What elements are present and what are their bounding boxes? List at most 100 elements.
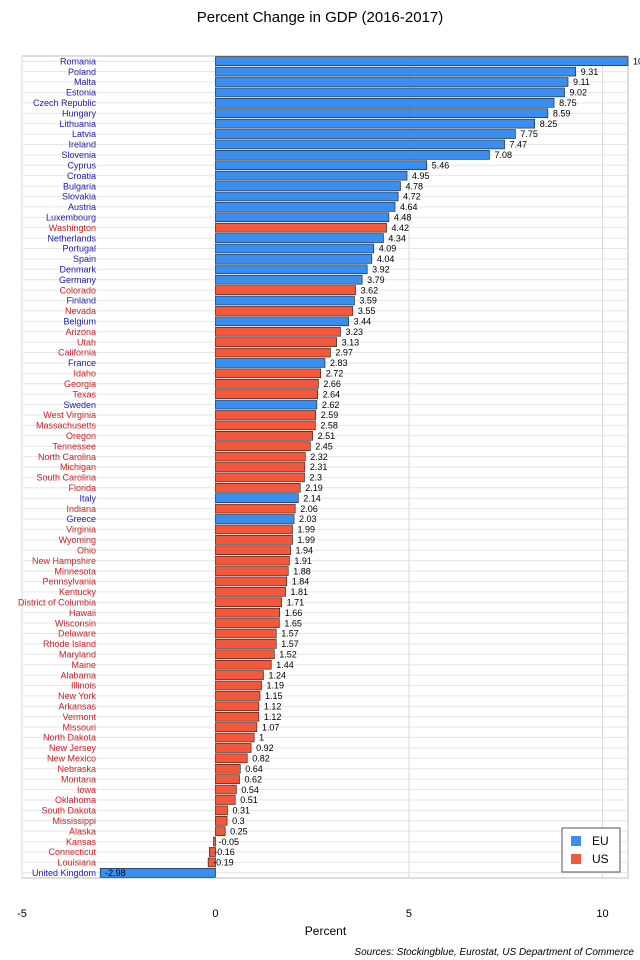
bar-united-kingdom: [99, 868, 216, 878]
bar-rhode-island: [215, 639, 277, 649]
value-label: 1.12: [264, 702, 282, 712]
value-label: 0.25: [230, 826, 248, 836]
value-label: 3.59: [359, 296, 377, 306]
category-label: Spain: [73, 254, 96, 264]
category-label: New Hampshire: [32, 556, 96, 566]
bar-ireland: [215, 139, 505, 150]
bar-slovenia: [215, 150, 490, 160]
category-label: Massachusetts: [36, 421, 97, 431]
category-label: District of Columbia: [18, 597, 96, 607]
bar-new-york: [215, 691, 261, 701]
bar-texas: [215, 389, 318, 399]
value-label: 2.3: [309, 473, 322, 483]
category-label: Idaho: [73, 369, 96, 379]
category-label: France: [68, 358, 96, 368]
value-label: 1: [259, 733, 264, 743]
bar-connecticut: [208, 847, 216, 857]
bar-finland: [215, 295, 355, 306]
value-label: 3.79: [367, 275, 385, 285]
bar-utah: [215, 337, 337, 347]
x-tick-label: 0: [212, 908, 218, 920]
category-label: Illinois: [71, 681, 97, 691]
category-label: Netherlands: [47, 233, 96, 243]
value-label: 2.62: [322, 400, 340, 410]
value-label: 0.31: [232, 806, 250, 816]
category-label: Denmark: [59, 265, 96, 275]
category-label: Italy: [79, 493, 96, 503]
value-label: 2.58: [320, 421, 338, 431]
bar-tennessee: [215, 441, 311, 451]
value-label: 4.78: [405, 181, 423, 191]
bar-wyoming: [215, 535, 293, 545]
value-label: 4.34: [388, 233, 406, 243]
bar-oregon: [215, 431, 313, 441]
bar-maine: [215, 659, 272, 670]
legend-swatch-eu: [571, 836, 581, 846]
bar-missouri: [215, 722, 258, 732]
bar-louisiana: [207, 857, 216, 868]
bar-france: [215, 358, 326, 368]
bar-germany: [215, 274, 363, 285]
category-label: Colorado: [59, 285, 96, 295]
bar-mississippi: [215, 815, 228, 826]
bar-estonia: [215, 87, 565, 98]
bar-south-carolina: [215, 472, 305, 483]
x-tick-label: 10: [596, 908, 608, 920]
value-label: 2.59: [321, 410, 339, 420]
value-label: 0.64: [245, 764, 263, 774]
category-label: Delaware: [58, 629, 96, 639]
category-label: Oregon: [66, 431, 96, 441]
category-label: Ireland: [68, 140, 96, 150]
bar-bulgaria: [215, 181, 401, 191]
category-label: New Mexico: [47, 754, 96, 764]
bar-west-virginia: [215, 410, 317, 420]
bar-denmark: [215, 264, 368, 275]
category-label: Slovenia: [61, 150, 96, 160]
value-label: 2.14: [303, 493, 321, 503]
bar-maryland: [215, 649, 275, 660]
value-label: 2.03: [299, 514, 317, 524]
category-label: Vermont: [62, 712, 96, 722]
category-label: Finland: [66, 296, 96, 306]
category-label: Cyprus: [67, 160, 96, 170]
bar-malta: [215, 77, 569, 87]
category-label: Hawaii: [69, 608, 96, 618]
category-label: Malta: [74, 77, 96, 87]
bar-iowa: [215, 784, 237, 795]
category-label: Montana: [61, 774, 96, 784]
value-label: 1.99: [297, 525, 315, 535]
value-label: 0.3: [232, 816, 245, 826]
value-label: 1.71: [287, 597, 305, 607]
category-label: Connecticut: [48, 847, 96, 857]
value-label: 1.15: [265, 691, 283, 701]
legend: EU US: [561, 827, 621, 873]
bar-slovakia: [215, 191, 399, 202]
bar-north-carolina: [215, 451, 306, 462]
category-label: Pennsylvania: [42, 577, 96, 587]
x-axis-title: Percent: [305, 924, 347, 938]
legend-box: [561, 827, 621, 873]
category-label: Portugal: [62, 244, 96, 254]
value-label: 1.12: [264, 712, 282, 722]
bar-oklahoma: [215, 795, 236, 805]
category-label: Bulgaria: [63, 181, 96, 191]
category-label: Georgia: [64, 379, 96, 389]
value-label: 5.46: [432, 160, 450, 170]
category-label: Czech Republic: [33, 98, 97, 108]
bar-austria: [215, 202, 396, 212]
bar-romania: [215, 56, 629, 66]
value-label: 4.09: [379, 244, 397, 254]
value-label: 4.04: [377, 254, 395, 264]
value-label: 2.45: [315, 441, 333, 451]
bar-nevada: [215, 306, 354, 316]
value-label: 9.02: [570, 88, 588, 98]
bar-sweden: [215, 399, 318, 410]
x-tick-label: -5: [17, 908, 27, 920]
value-label: 3.44: [354, 317, 372, 327]
value-label: 2.72: [326, 369, 344, 379]
value-label: 1.94: [296, 545, 314, 555]
value-label: 1.57: [281, 639, 299, 649]
bar-spain: [215, 254, 373, 264]
category-label: Texas: [72, 389, 96, 399]
